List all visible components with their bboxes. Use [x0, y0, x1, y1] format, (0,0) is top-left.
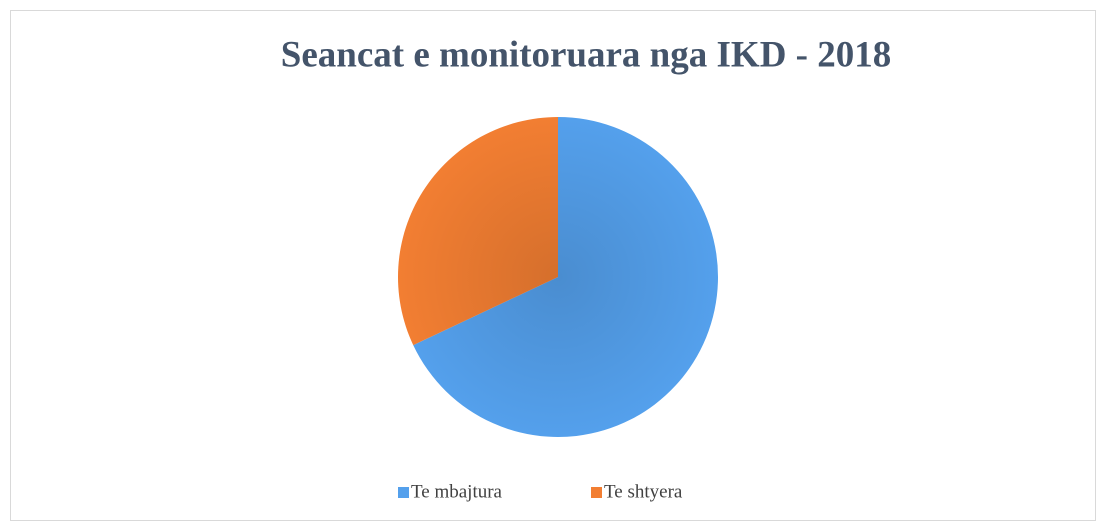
legend-swatch [591, 487, 602, 498]
legend-label: Te shtyera [604, 481, 683, 502]
pie [397, 117, 719, 438]
legend: Te mbajtura Te shtyera [398, 481, 683, 502]
legend-swatch [398, 487, 409, 498]
legend-label: Te mbajtura [411, 481, 503, 502]
chart-title: Seancat e monitoruara nga IKD - 2018 [281, 34, 891, 75]
